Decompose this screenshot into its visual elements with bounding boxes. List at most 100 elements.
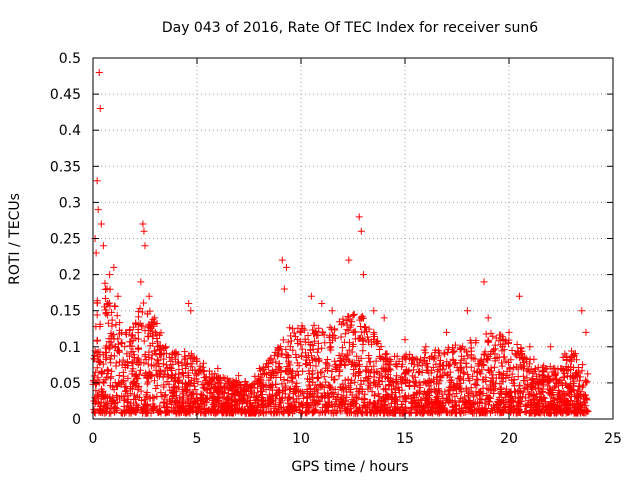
data-point	[504, 339, 512, 347]
data-point	[214, 364, 222, 372]
data-point	[535, 384, 543, 392]
data-point	[408, 404, 416, 412]
data-point	[366, 398, 374, 406]
data-point	[387, 357, 395, 365]
data-point	[336, 355, 344, 363]
data-point	[292, 354, 300, 362]
data-point	[500, 353, 508, 361]
data-point	[455, 398, 463, 406]
data-point	[451, 401, 459, 409]
data-point	[529, 379, 537, 387]
data-point	[286, 401, 294, 409]
data-point	[481, 348, 489, 356]
data-point	[322, 378, 330, 386]
data-point	[142, 391, 150, 399]
data-point	[428, 399, 436, 407]
data-point	[480, 361, 488, 369]
data-point	[140, 299, 148, 307]
data-point	[161, 366, 169, 374]
data-point	[288, 378, 296, 386]
data-point	[114, 335, 122, 343]
data-point	[422, 343, 430, 351]
data-point	[508, 376, 516, 384]
data-point	[518, 397, 526, 405]
data-point	[450, 348, 458, 356]
data-point	[433, 373, 441, 381]
data-point	[271, 352, 279, 360]
data-point	[345, 313, 353, 321]
data-point	[303, 360, 311, 368]
data-point	[325, 401, 333, 409]
data-point	[521, 402, 529, 410]
data-point	[463, 386, 471, 394]
data-point	[469, 401, 477, 409]
data-point	[108, 341, 116, 349]
data-point	[199, 384, 207, 392]
data-point	[310, 399, 318, 407]
data-point	[471, 355, 479, 363]
data-point	[492, 374, 500, 382]
data-point	[303, 394, 311, 402]
data-point	[172, 370, 180, 378]
data-point	[120, 408, 128, 416]
data-point	[561, 404, 569, 412]
data-point	[501, 340, 509, 348]
data-point	[102, 285, 110, 293]
data-point	[283, 351, 291, 359]
data-point	[355, 389, 363, 397]
data-point	[374, 399, 382, 407]
data-point	[193, 357, 201, 365]
data-point	[457, 407, 465, 415]
data-point	[407, 394, 415, 402]
data-point	[101, 295, 109, 303]
data-point	[113, 382, 121, 390]
data-point	[373, 409, 381, 417]
data-point	[187, 307, 195, 315]
data-point	[155, 359, 163, 367]
data-point	[402, 367, 410, 375]
axis-ticks	[92, 57, 614, 420]
data-point	[179, 399, 187, 407]
data-point	[286, 386, 294, 394]
data-point	[143, 400, 151, 408]
data-point	[479, 361, 487, 369]
data-point	[155, 351, 163, 359]
data-point	[101, 279, 109, 287]
data-point	[185, 299, 193, 307]
data-point	[287, 385, 295, 393]
data-point	[284, 338, 292, 346]
data-point	[545, 401, 553, 409]
data-point	[556, 377, 564, 385]
data-point	[349, 397, 357, 405]
data-point	[579, 409, 587, 417]
data-point	[540, 409, 548, 417]
data-point	[290, 329, 298, 337]
data-point	[345, 256, 353, 264]
data-point	[434, 347, 442, 355]
data-point	[476, 357, 484, 365]
data-point	[155, 409, 163, 417]
data-point	[566, 373, 574, 381]
data-point	[492, 334, 500, 342]
data-point	[175, 366, 183, 374]
data-point	[258, 382, 266, 390]
data-point	[392, 361, 400, 369]
data-point	[436, 362, 444, 370]
data-point	[94, 376, 102, 384]
data-point	[579, 393, 587, 401]
data-point	[99, 242, 107, 250]
data-point	[145, 348, 153, 356]
data-point	[171, 388, 179, 396]
data-point	[297, 328, 305, 336]
data-point	[108, 316, 116, 324]
data-point	[421, 395, 429, 403]
x-tick-label: 10	[292, 431, 310, 447]
data-point	[310, 330, 318, 338]
data-point	[211, 409, 219, 417]
data-point	[340, 338, 348, 346]
data-point	[355, 368, 363, 376]
data-point	[144, 323, 152, 331]
data-point	[94, 353, 102, 361]
data-point	[378, 365, 386, 373]
data-point	[441, 350, 449, 358]
